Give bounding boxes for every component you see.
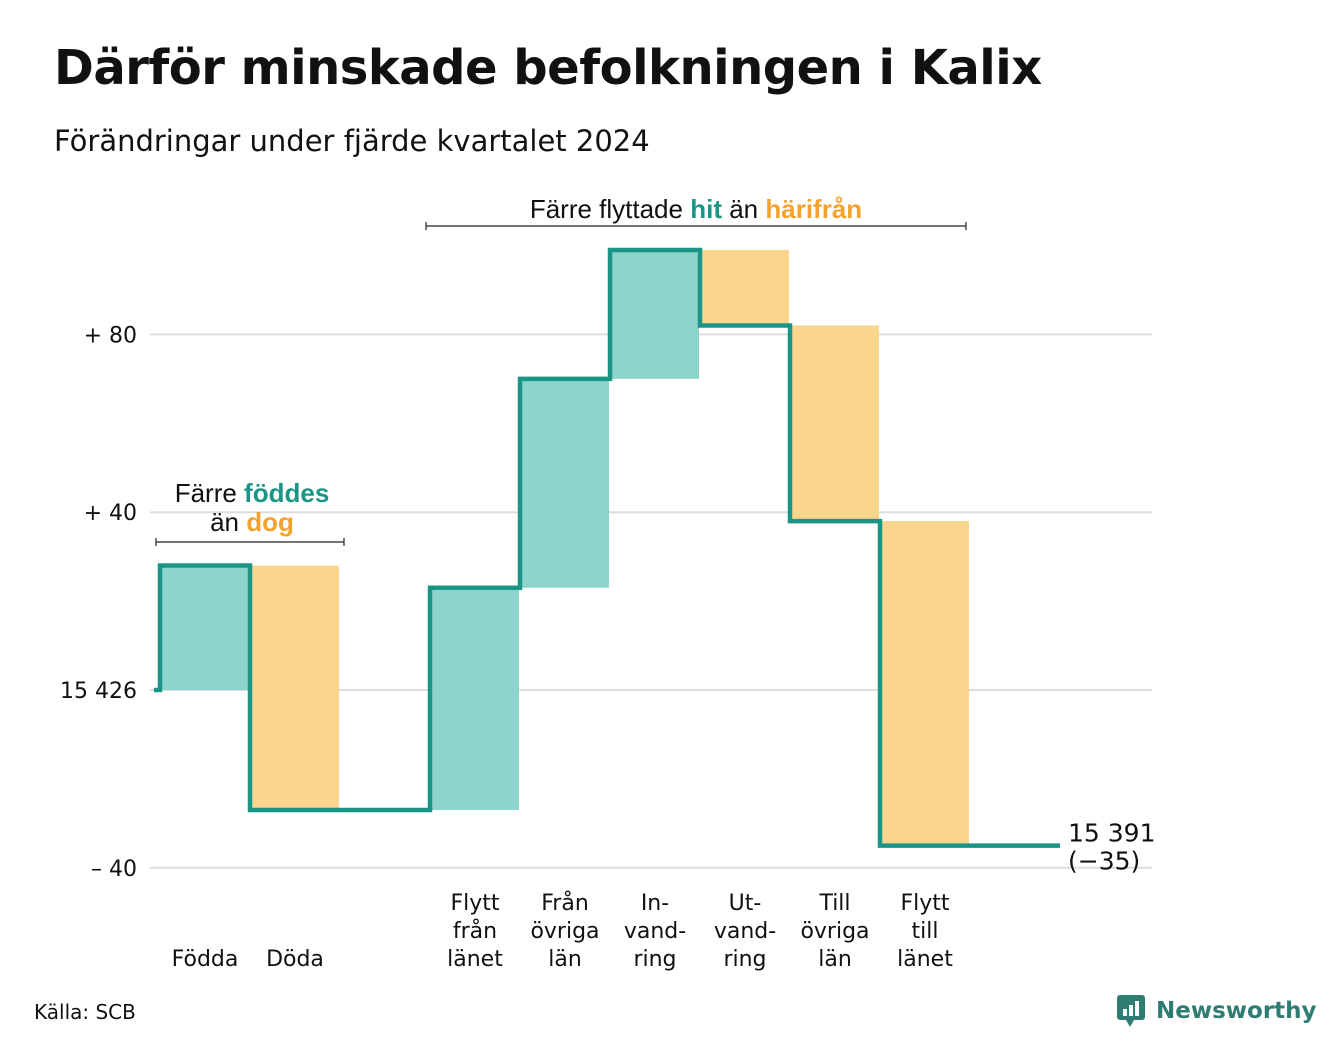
logo-bubble-tail: [1126, 1020, 1134, 1027]
category-label: Till: [818, 891, 850, 916]
category-label: från: [453, 918, 497, 944]
annotation-text: Färre flyttade: [530, 194, 683, 224]
inflow-bar: [431, 587, 519, 811]
running-total-line: [154, 247, 1060, 848]
category-label: vand-: [624, 919, 686, 944]
logo-bar: [1123, 1009, 1127, 1016]
category-label: Ut-: [729, 891, 762, 916]
births-annotation-line1: Färre föddes: [175, 478, 330, 508]
annotation-text: Färre: [175, 478, 237, 508]
inflow-bar: [611, 249, 699, 379]
y-tick-label: + 40: [84, 501, 137, 526]
births-annotation-line2: än dog: [210, 507, 294, 537]
inflow-bar: [161, 565, 249, 690]
logo-bar: [1135, 1001, 1139, 1016]
category-label: Från: [541, 890, 589, 916]
category-label: länet: [447, 947, 503, 972]
category-label: länet: [897, 947, 953, 972]
brand-name: Newsworthy: [1156, 998, 1317, 1024]
newsworthy-logo-icon: [1117, 995, 1145, 1027]
outflow-bar: [701, 249, 789, 326]
annotation-text: än: [210, 507, 239, 537]
end-value-label: 15 391: [1068, 819, 1155, 848]
category-label: Flytt: [450, 891, 499, 916]
outflow-bar: [251, 565, 339, 811]
chart-subtitle: Förändringar under fjärde kvartalet 2024: [54, 124, 650, 158]
category-label: Flytt: [900, 891, 949, 916]
logo-bar: [1129, 1005, 1133, 1016]
moves-annotation: Färre flyttade hit än härifrån: [530, 194, 862, 224]
annotation-highlight-deaths: dog: [239, 507, 294, 537]
source-note: Källa: SCB: [34, 1000, 136, 1024]
y-tick-label: 15 426: [60, 679, 137, 704]
annotation-text: än: [722, 194, 758, 224]
category-label: övriga: [530, 919, 599, 944]
category-label: Födda: [172, 947, 239, 972]
category-label: län: [548, 947, 582, 972]
annotation-highlight-out: härifrån: [758, 194, 862, 224]
chart-title: Därför minskade befolkningen i Kalix: [54, 40, 1042, 96]
category-label: ring: [633, 947, 676, 972]
annotation-highlight-in: hit: [683, 194, 722, 224]
end-change-label: (−35): [1068, 847, 1140, 876]
category-label: till: [912, 919, 939, 944]
y-tick-label: + 80: [84, 323, 137, 348]
y-tick-label: – 40: [91, 857, 137, 882]
brand[interactable]: Newsworthy: [1116, 994, 1317, 1028]
category-label: övriga: [800, 919, 869, 944]
category-label: vand-: [714, 919, 776, 944]
annotation-highlight-births: föddes: [237, 478, 329, 508]
category-label: In-: [641, 891, 669, 916]
outflow-bar: [881, 521, 969, 846]
category-label: ring: [723, 947, 766, 972]
category-label: län: [818, 947, 852, 972]
category-label: Döda: [266, 947, 324, 972]
outflow-bar: [791, 325, 879, 522]
inflow-bar: [521, 378, 609, 588]
